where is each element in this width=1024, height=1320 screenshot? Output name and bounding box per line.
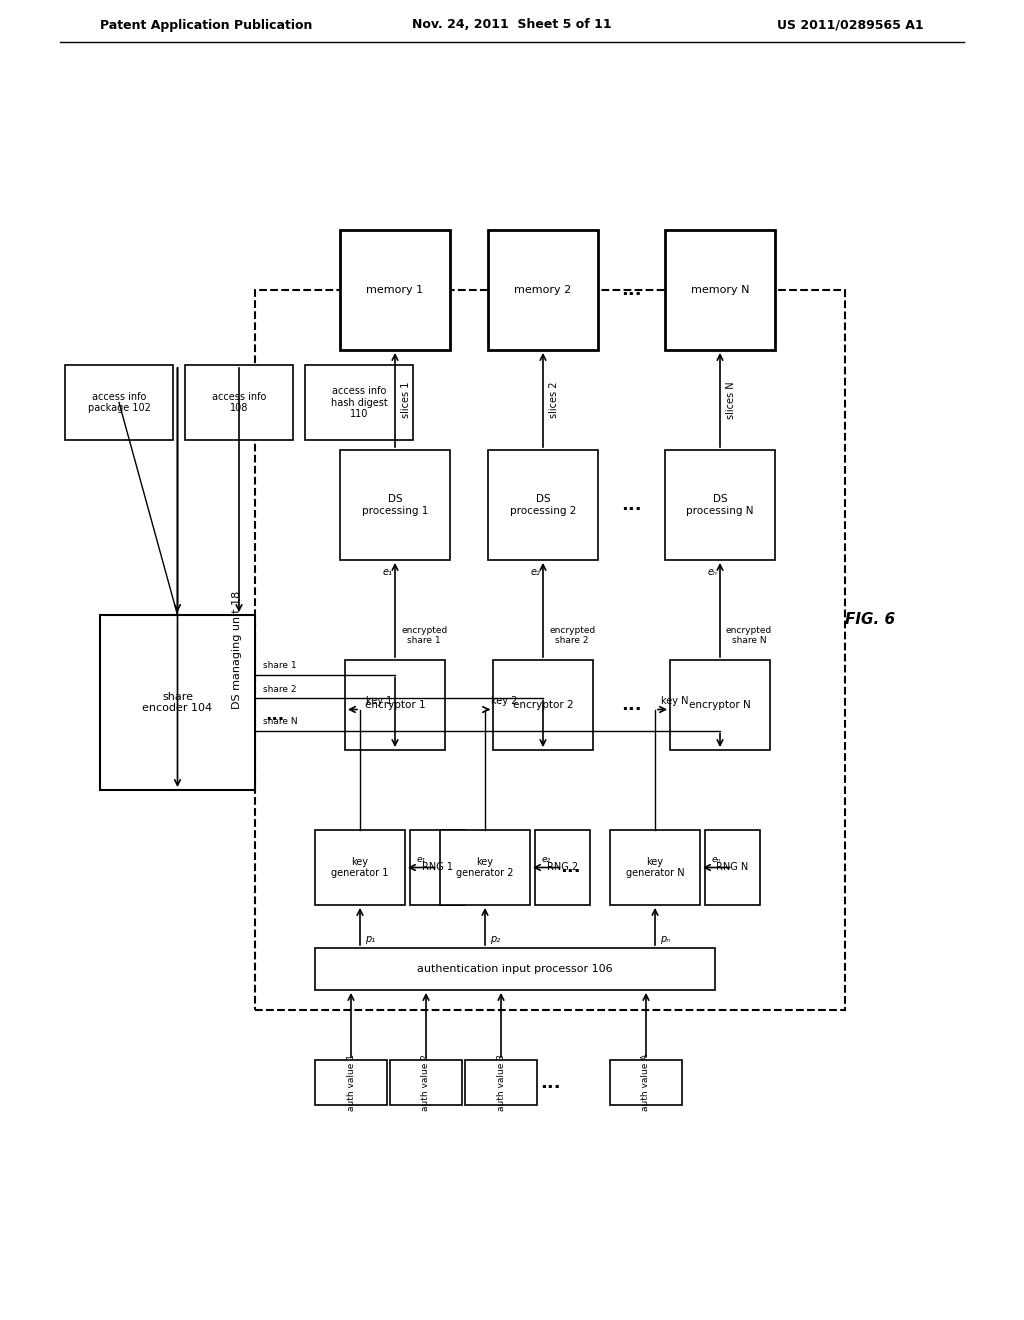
Text: e₁: e₁ (417, 854, 426, 863)
Bar (185, 366, 293, 440)
Text: encryptor 1: encryptor 1 (365, 700, 425, 710)
Text: Nov. 24, 2011  Sheet 5 of 11: Nov. 24, 2011 Sheet 5 of 11 (413, 18, 611, 32)
Text: auth value 2: auth value 2 (422, 1055, 430, 1111)
Text: slices 1: slices 1 (401, 381, 411, 418)
Bar (665, 450, 775, 560)
Bar (345, 660, 445, 750)
Bar (670, 660, 770, 750)
Text: share N: share N (263, 718, 298, 726)
Bar (305, 366, 413, 440)
Text: encrypted
share 1: encrypted share 1 (401, 626, 447, 645)
Text: authentication input processor 106: authentication input processor 106 (417, 964, 612, 974)
Bar (488, 230, 598, 350)
Bar (535, 830, 590, 906)
Text: encryptor 2: encryptor 2 (513, 700, 573, 710)
Text: memory 1: memory 1 (367, 285, 424, 294)
Text: DS
processing 2: DS processing 2 (510, 494, 577, 516)
Text: encrypted
share 2: encrypted share 2 (549, 626, 595, 645)
Text: ...: ... (622, 696, 642, 714)
Text: key
generator 2: key generator 2 (457, 857, 514, 878)
Text: ...: ... (540, 1073, 560, 1092)
Bar (315, 948, 715, 990)
Text: e₂: e₂ (542, 854, 551, 863)
Bar (488, 450, 598, 560)
Text: RNG 2: RNG 2 (547, 862, 579, 873)
Text: pₙ: pₙ (660, 935, 670, 944)
Bar (493, 660, 593, 750)
Bar (340, 450, 450, 560)
Bar (610, 1060, 682, 1105)
Text: DS
processing N: DS processing N (686, 494, 754, 516)
Text: key N: key N (662, 696, 688, 705)
Text: p₁: p₁ (365, 935, 375, 944)
Text: share
encoder 104: share encoder 104 (142, 692, 213, 713)
Text: auth value A: auth value A (641, 1053, 650, 1111)
Text: auth value 3: auth value 3 (497, 1053, 506, 1111)
Text: DS managing unit 18: DS managing unit 18 (232, 591, 242, 709)
Text: US 2011/0289565 A1: US 2011/0289565 A1 (777, 18, 924, 32)
Bar (440, 830, 530, 906)
Text: eₙ: eₙ (712, 854, 721, 863)
Text: key
generator 1: key generator 1 (332, 857, 389, 878)
Text: FIG. 6: FIG. 6 (845, 612, 895, 627)
Text: key 1: key 1 (366, 696, 392, 705)
Text: ...: ... (622, 496, 642, 513)
Text: share 2: share 2 (263, 685, 297, 693)
Text: ...: ... (560, 858, 581, 876)
Bar (610, 830, 700, 906)
Text: access info
108: access info 108 (212, 392, 266, 413)
Text: e₂: e₂ (530, 568, 540, 577)
Text: encryptor N: encryptor N (689, 700, 751, 710)
Text: access info
package 102: access info package 102 (88, 392, 151, 413)
Bar (705, 830, 760, 906)
Text: DS
processing 1: DS processing 1 (361, 494, 428, 516)
Bar (340, 230, 450, 350)
Bar (65, 366, 173, 440)
Text: key 2: key 2 (490, 696, 517, 705)
Text: e₁: e₁ (382, 568, 392, 577)
Bar (390, 1060, 462, 1105)
Text: p₂: p₂ (490, 935, 500, 944)
Text: memory 2: memory 2 (514, 285, 571, 294)
Text: access info
hash digest
110: access info hash digest 110 (331, 385, 387, 420)
Text: ...: ... (622, 281, 642, 300)
Bar (315, 830, 406, 906)
Text: RNG 1: RNG 1 (422, 862, 453, 873)
Text: RNG N: RNG N (717, 862, 749, 873)
Bar (665, 230, 775, 350)
Text: key
generator N: key generator N (626, 857, 684, 878)
Bar (100, 615, 255, 789)
Text: memory N: memory N (691, 285, 750, 294)
Bar (315, 1060, 387, 1105)
Text: share 1: share 1 (263, 661, 297, 671)
Text: eₙ: eₙ (707, 568, 717, 577)
Text: auth value 1: auth value 1 (346, 1053, 355, 1111)
Bar (410, 830, 465, 906)
Text: encrypted
share N: encrypted share N (726, 626, 772, 645)
Bar (255, 290, 845, 1010)
Text: ...: ... (265, 705, 285, 723)
Text: slices 2: slices 2 (549, 381, 559, 418)
Text: Patent Application Publication: Patent Application Publication (100, 18, 312, 32)
Text: slices N: slices N (726, 381, 736, 418)
Bar (465, 1060, 537, 1105)
